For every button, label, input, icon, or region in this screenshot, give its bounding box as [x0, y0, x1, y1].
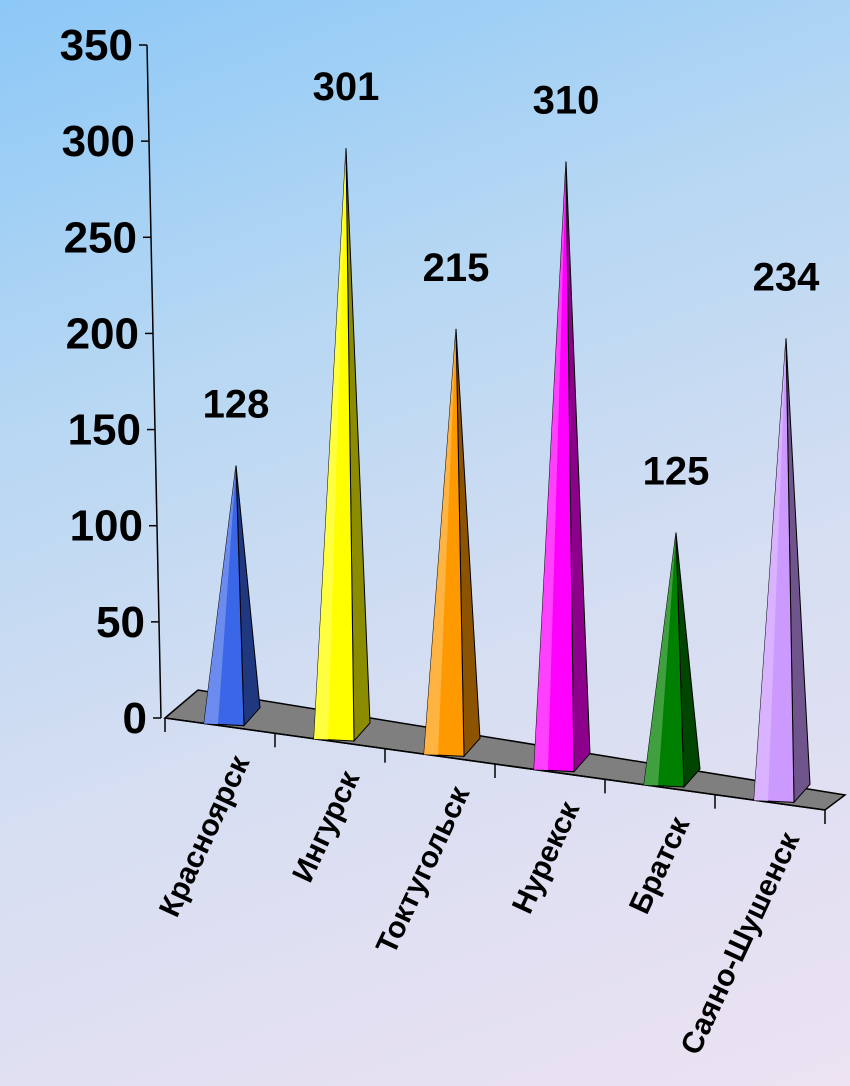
pyramid-highlight — [534, 161, 566, 771]
pyramid-3 — [423, 328, 481, 758]
pyramid-highlight — [754, 338, 786, 801]
data-label: 125 — [643, 450, 710, 494]
y-tick-label: 300 — [62, 117, 135, 166]
category-label: Саяно-Шушенск — [675, 826, 807, 1059]
data-label: 215 — [423, 246, 490, 290]
pyramid-4 — [533, 161, 591, 773]
pyramid-layer — [203, 148, 811, 804]
category-label: Ингурск — [286, 765, 366, 887]
data-label: 128 — [203, 383, 270, 427]
data-label: 234 — [753, 255, 820, 299]
pyramid-highlight — [424, 328, 456, 755]
data-label: 301 — [313, 65, 380, 109]
y-tick-label: 250 — [64, 213, 137, 262]
data-label: 310 — [533, 79, 600, 123]
category-label: Токтугольск — [370, 780, 477, 959]
category-label: Нурекск — [506, 796, 587, 919]
y-tick-label: 350 — [60, 21, 133, 70]
pyramid-6 — [753, 338, 811, 804]
pyramid-highlight — [644, 532, 676, 786]
pyramid-1 — [203, 465, 261, 727]
pyramid-2 — [313, 148, 371, 743]
category-label: Красноярск — [153, 750, 257, 922]
y-tick-label: 200 — [66, 309, 139, 358]
y-tick-label: 100 — [70, 502, 143, 551]
category-label: Братск — [623, 811, 697, 919]
y-tick-label: 0 — [123, 694, 147, 743]
y-tick-label: 150 — [68, 406, 141, 455]
y-axis-line — [146, 44, 162, 719]
y-tick-label: 50 — [96, 598, 145, 647]
data-label-layer: 128 301 215 310 125 234 — [203, 65, 820, 493]
pyramid-highlight — [204, 465, 236, 725]
axis-layer: 0 50 100 150 200 250 300 350 — [60, 21, 162, 743]
category-label-layer: Красноярск Ингурск Токтугольск Нурекск Братс… — [153, 750, 807, 1060]
chart-floor-plane — [163, 689, 847, 811]
chart-floor — [163, 689, 847, 824]
pyramid-highlight — [314, 148, 346, 740]
pyramid-5 — [643, 532, 701, 789]
